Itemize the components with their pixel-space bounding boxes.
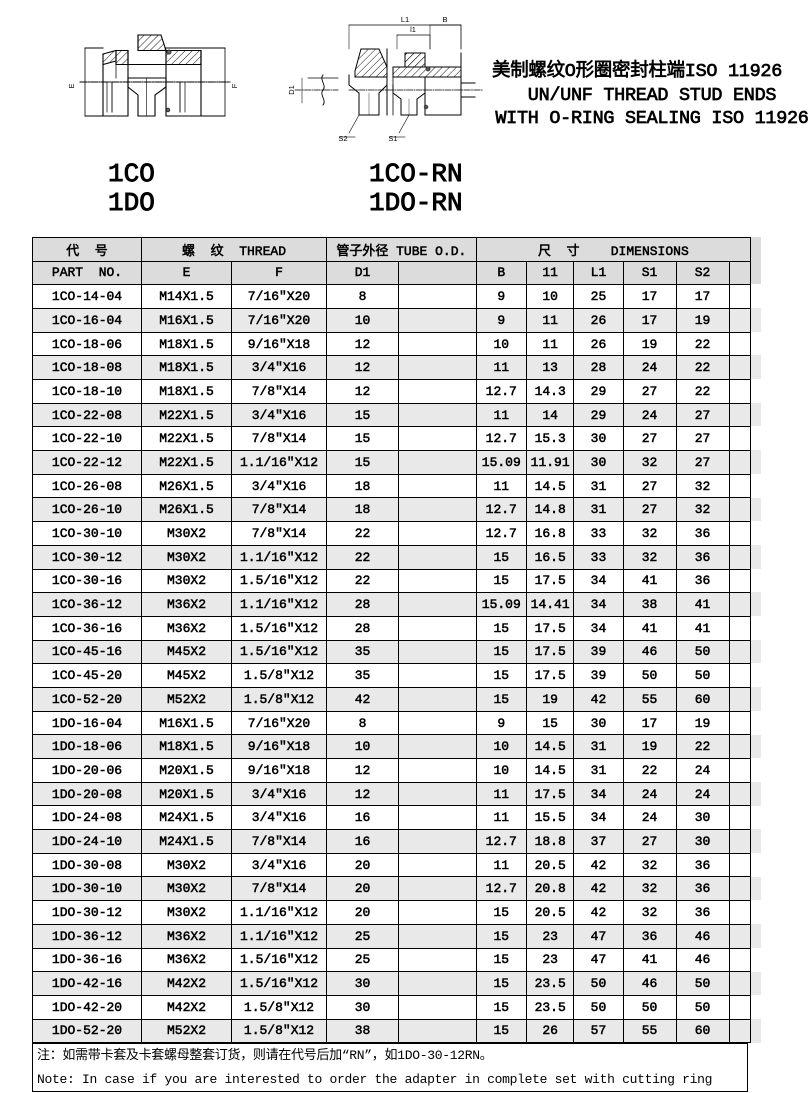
svg-text:L1: L1: [401, 15, 409, 24]
svg-text:S1: S1: [388, 134, 397, 143]
svg-text:l1: l1: [410, 25, 416, 34]
svg-text:D1: D1: [287, 85, 296, 95]
svg-text:B: B: [442, 15, 447, 24]
svg-text:E: E: [67, 83, 76, 88]
svg-text:S2: S2: [338, 134, 347, 143]
svg-text:F: F: [230, 83, 239, 88]
